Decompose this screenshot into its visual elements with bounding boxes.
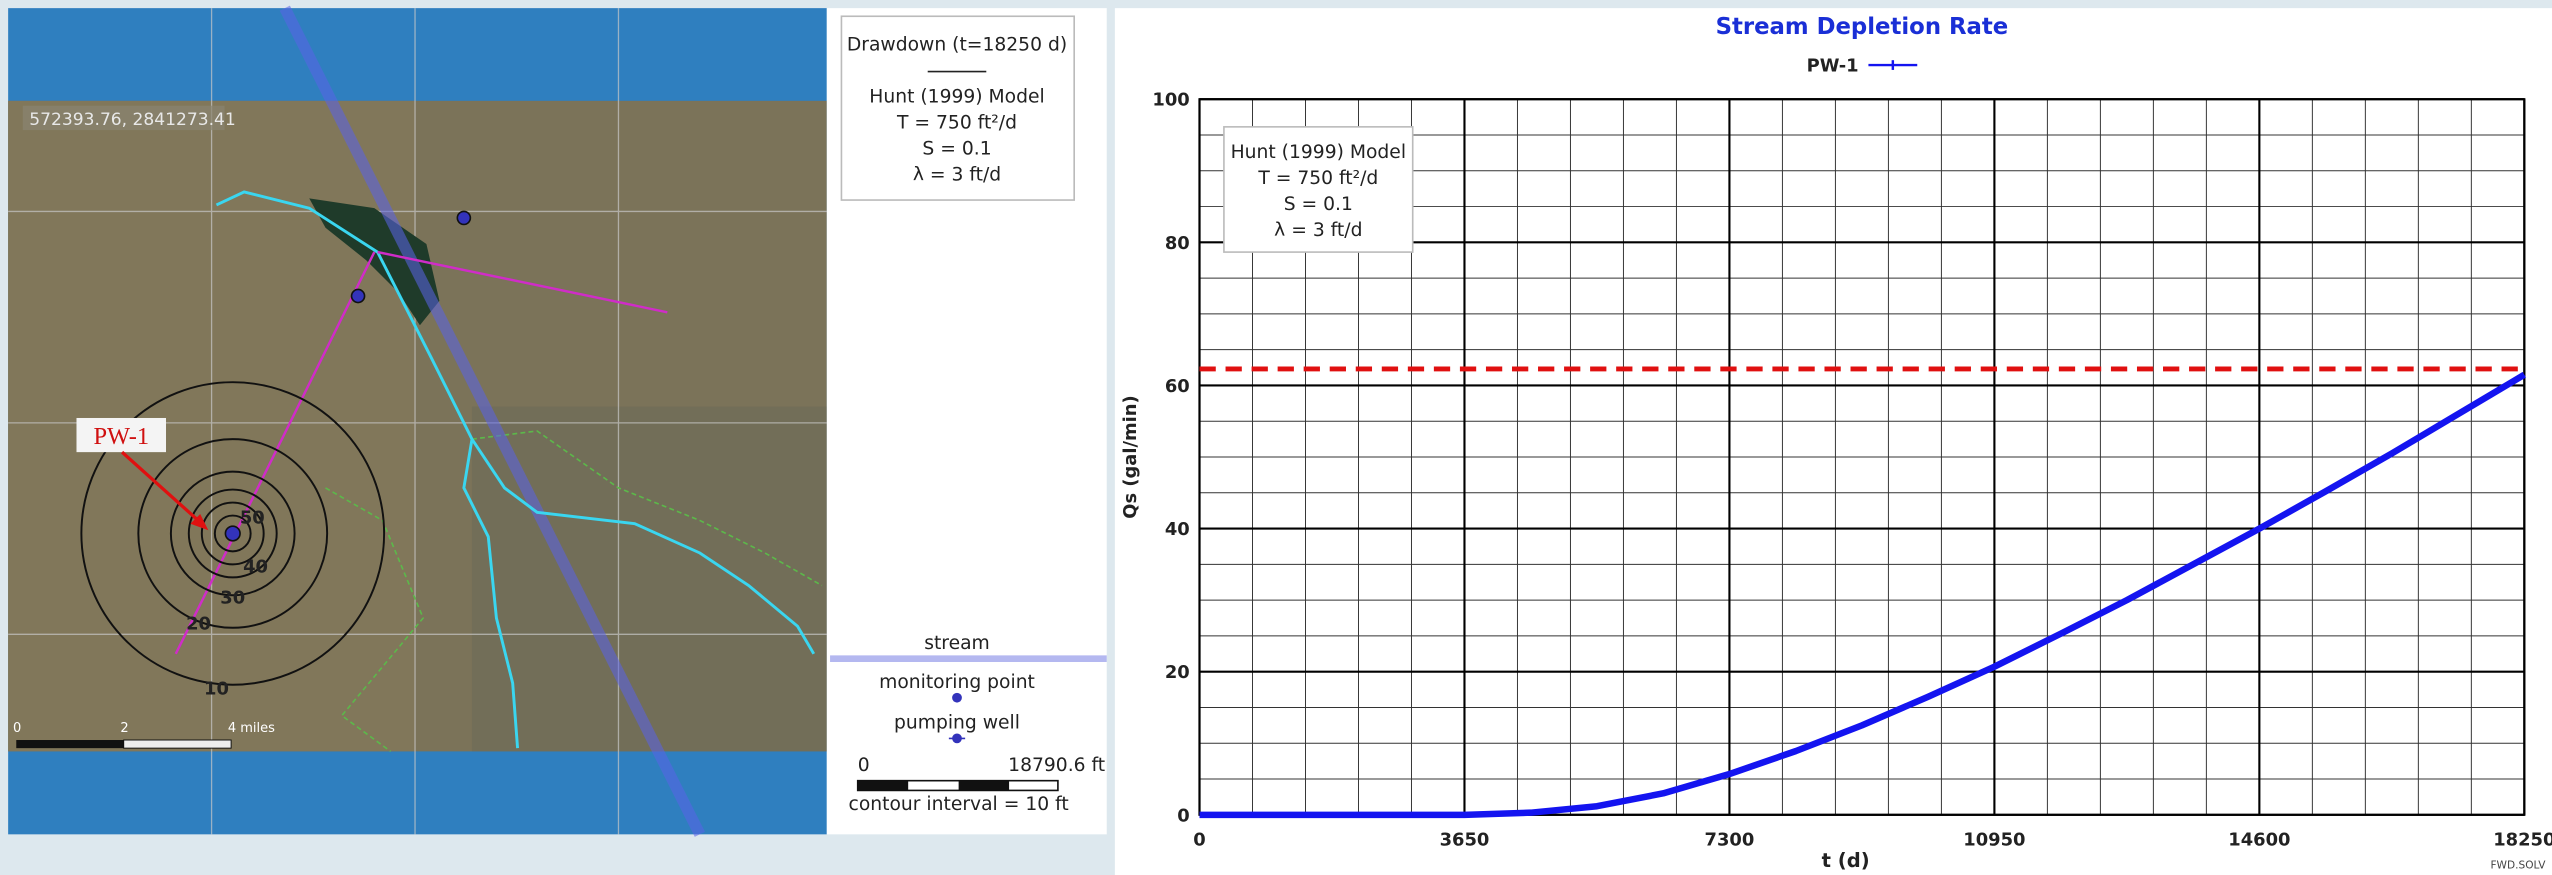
x-tick-label: 7300 <box>1705 830 1755 851</box>
footer: FWD.SOLV <box>2490 859 2546 871</box>
contour-label: 20 <box>186 613 211 634</box>
chart-title: Stream Depletion Rate <box>1716 14 2009 40</box>
series-line <box>1199 371 2526 819</box>
legend-label: PW-1 <box>1807 56 1859 77</box>
y-tick-label: 0 <box>1177 805 1189 826</box>
legend-monitoring: monitoring point <box>879 672 1035 693</box>
legend-title: Drawdown (t=18250 d) <box>847 34 1067 55</box>
y-tick-label: 40 <box>1165 519 1190 540</box>
y-tick-label: 80 <box>1165 233 1190 254</box>
arrow <box>120 450 203 525</box>
x-tick-label: 3650 <box>1440 830 1490 851</box>
pumping-well[interactable] <box>224 525 241 542</box>
scale-label: 0 <box>13 721 21 736</box>
legend-well-dot <box>952 733 962 744</box>
coords-box <box>22 105 225 131</box>
legend-model: Hunt (1999) Model <box>869 86 1044 107</box>
legend-param: T = 750 ft²/d <box>896 112 1017 133</box>
annotation: T = 750 ft²/d <box>1257 168 1378 189</box>
annotation: Hunt (1999) Model <box>1231 142 1406 163</box>
legend-monitoring-dot <box>952 692 962 703</box>
legend-text: Drawdown (t=18250 d) Hunt (1999) Model T… <box>847 34 1105 815</box>
x-tick-label: 0 <box>1193 830 1205 851</box>
monitoring-point[interactable] <box>350 288 366 304</box>
well-label-box <box>76 417 167 453</box>
legend-box <box>840 15 1075 201</box>
y-tick-label: 20 <box>1165 662 1190 683</box>
x-tick-label: 18250 <box>2493 830 2552 851</box>
legend-well: pumping well <box>894 713 1020 734</box>
stream-line <box>279 5 705 837</box>
contour-label: 40 <box>243 556 268 577</box>
coordinates: 572393.76, 2841273.41 <box>29 110 236 130</box>
contour-label: 50 <box>240 508 265 529</box>
well-label: PW-1 <box>93 423 149 450</box>
legend-scale-bar <box>857 780 909 791</box>
legend-scale-bar <box>958 780 1010 791</box>
contour-label: 30 <box>220 587 245 608</box>
monitoring-point[interactable] <box>456 210 472 226</box>
legend-param: λ = 3 ft/d <box>913 165 1001 186</box>
legend-scale-start: 0 <box>858 755 870 776</box>
contour-label: 10 <box>204 678 229 699</box>
watershed <box>471 430 823 587</box>
x-axis-label: t (d) <box>1822 849 1870 872</box>
scale-label: 4 miles <box>228 721 275 736</box>
legend-contour: contour interval = 10 ft <box>849 794 1069 815</box>
annotation: λ = 3 ft/d <box>1274 220 1362 241</box>
legend-param: S = 0.1 <box>922 139 991 160</box>
y-tick-label: 60 <box>1165 376 1190 397</box>
watershed <box>325 487 425 753</box>
map-terrain <box>471 406 827 752</box>
connector <box>174 251 376 655</box>
legend-scale-end: 18790.6 ft <box>1008 755 1105 776</box>
x-tick-label: 14600 <box>2228 830 2290 851</box>
x-tick-label: 10950 <box>1963 830 2025 851</box>
river <box>462 438 520 749</box>
scale-bar <box>16 740 124 749</box>
annotation: S = 0.1 <box>1284 194 1353 215</box>
scale-bar <box>123 739 232 749</box>
annotation-box <box>1223 126 1414 253</box>
contours <box>80 381 386 686</box>
chart: Stream Depletion Rate PW-1 t (d) Qs (gal… <box>1120 14 2552 872</box>
y-axis-label: Qs (gal/min) <box>1120 395 1141 518</box>
connector <box>377 250 668 314</box>
y-tick-label: 100 <box>1152 90 1189 111</box>
arrow-head <box>190 513 209 531</box>
scale-label: 2 <box>120 721 128 736</box>
river <box>215 190 816 655</box>
legend-stream: stream <box>924 633 990 654</box>
plot-border <box>1198 98 2526 816</box>
map-panel: 10 20 30 40 50 PW-1 572393.76, 2841273.4… <box>8 5 827 837</box>
